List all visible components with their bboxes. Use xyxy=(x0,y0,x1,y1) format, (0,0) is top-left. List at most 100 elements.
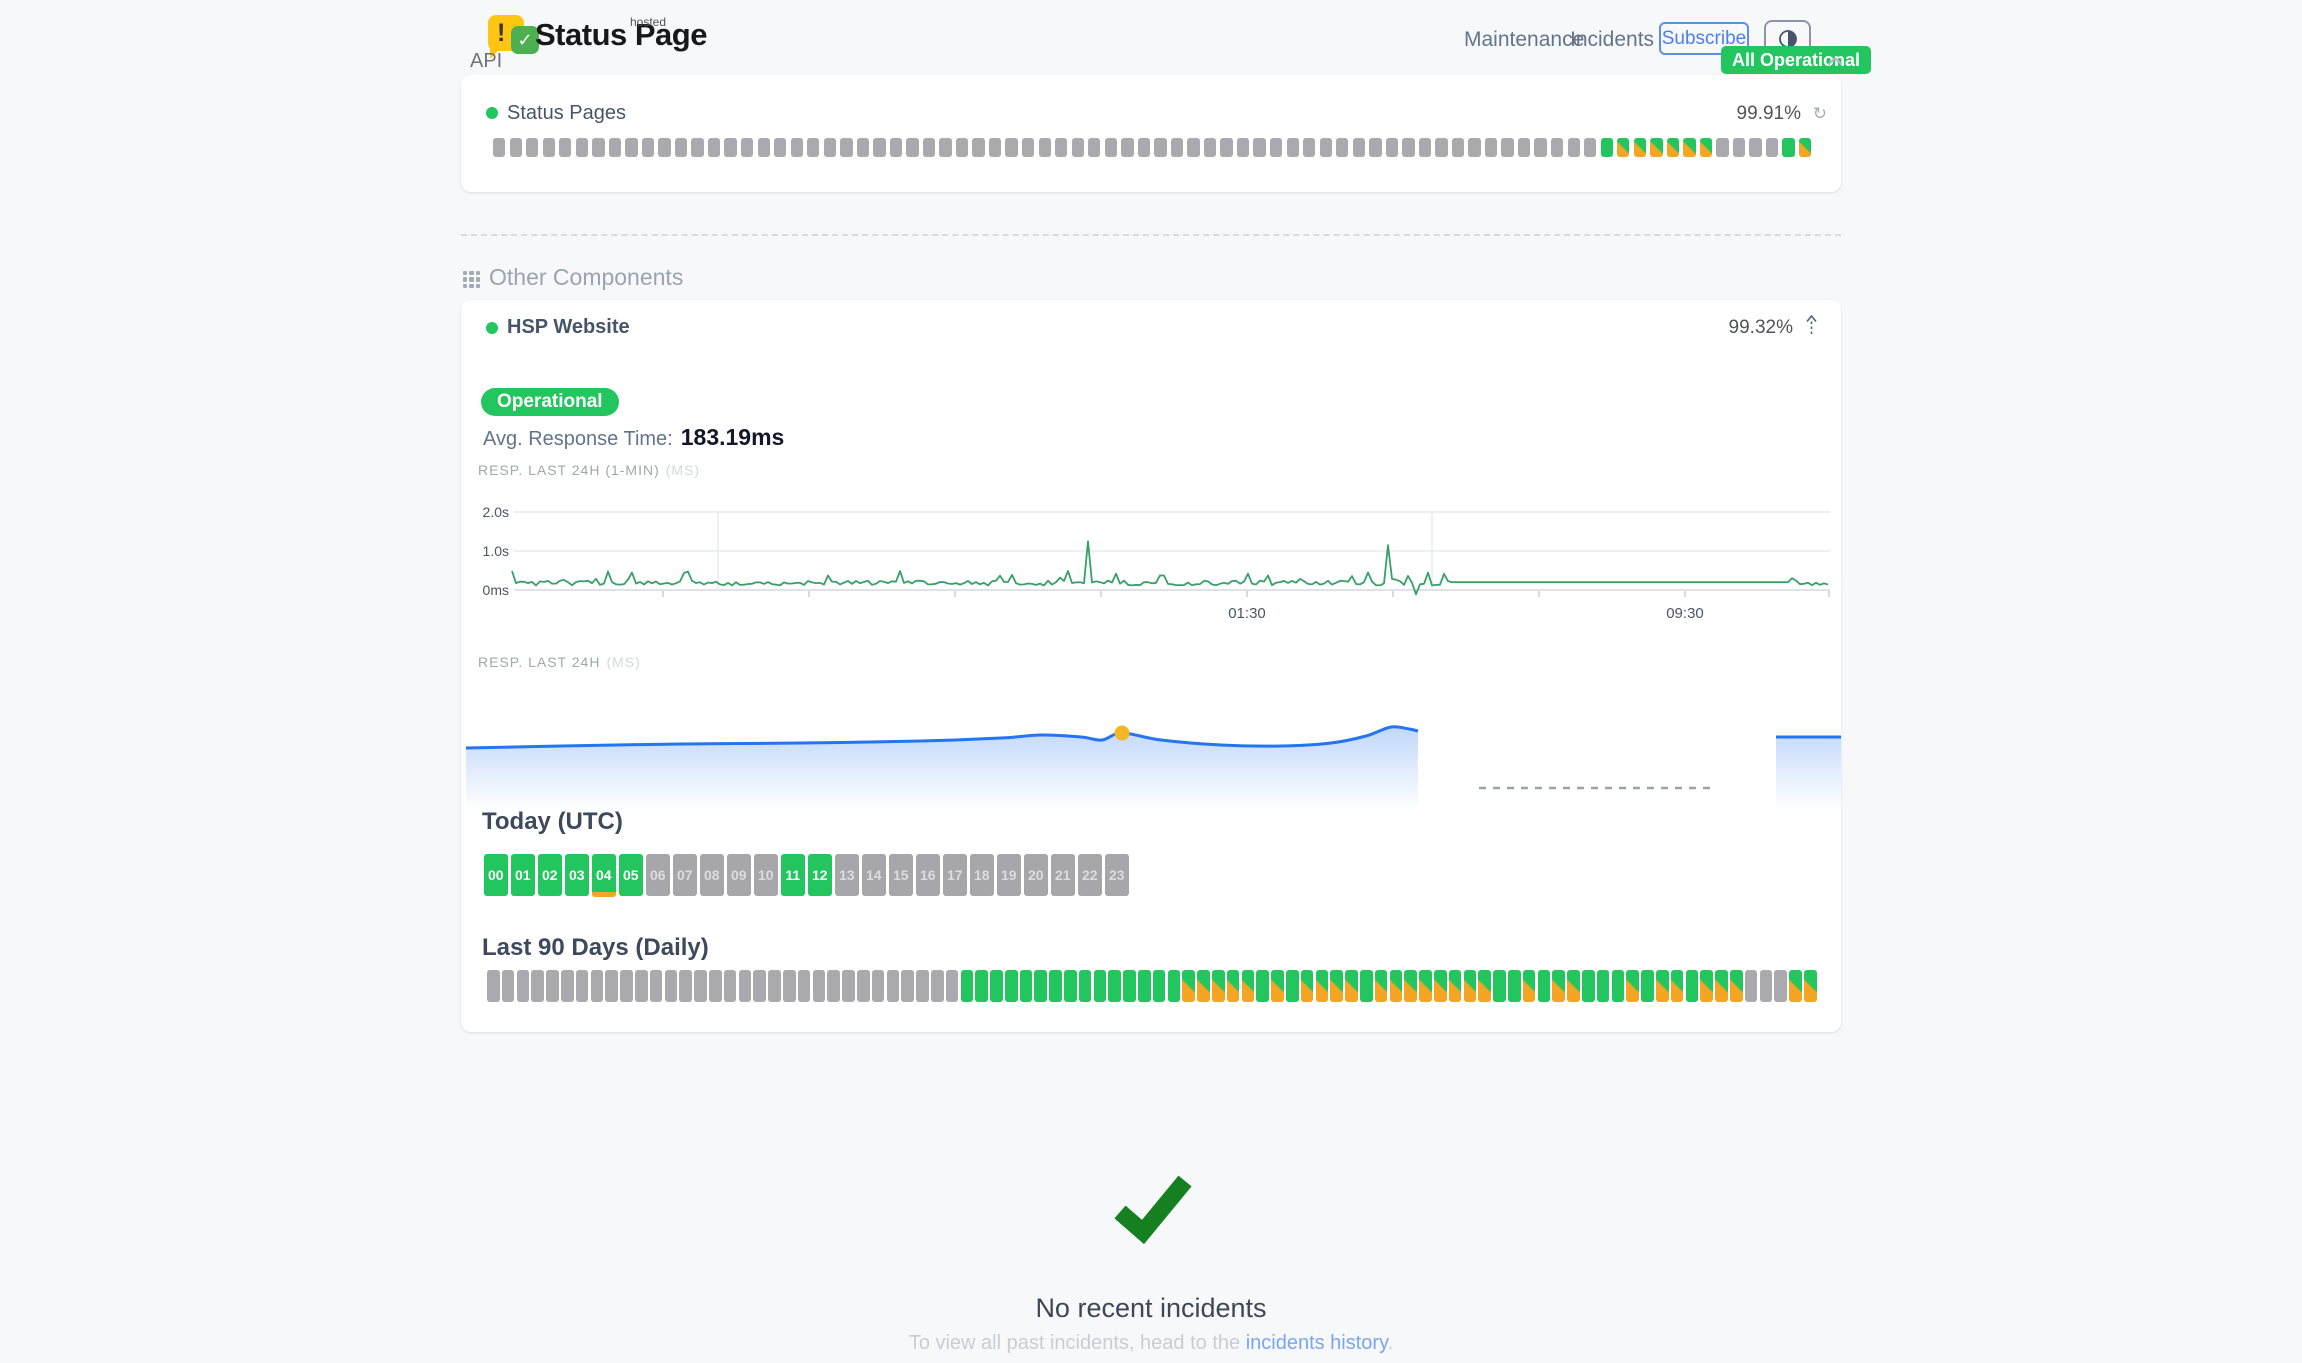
hour-block-03[interactable]: 03 xyxy=(565,854,589,896)
daily-uptime-bar[interactable] xyxy=(842,970,855,1002)
daily-uptime-bar[interactable] xyxy=(1670,970,1684,1002)
daily-uptime-bar[interactable] xyxy=(694,970,707,1002)
uptime-bar[interactable] xyxy=(1798,138,1812,157)
daily-uptime-bar[interactable] xyxy=(1019,970,1033,1002)
uptime-bar[interactable] xyxy=(1038,138,1051,157)
uptime-bar[interactable] xyxy=(526,138,539,157)
hour-block-07[interactable]: 07 xyxy=(673,854,697,896)
daily-uptime-bar[interactable] xyxy=(1522,970,1536,1002)
uptime-bar[interactable] xyxy=(1385,138,1399,157)
uptime-bar[interactable] xyxy=(1765,138,1779,157)
daily-uptime-bar[interactable] xyxy=(1507,970,1521,1002)
uptime-bar[interactable] xyxy=(1600,138,1613,157)
uptime-bar[interactable] xyxy=(1005,138,1018,157)
hour-block-06[interactable]: 06 xyxy=(646,854,670,896)
daily-uptime-bar[interactable] xyxy=(620,970,633,1002)
uptime-bar[interactable] xyxy=(674,138,688,157)
daily-uptime-bar[interactable] xyxy=(782,970,796,1002)
uptime-bar[interactable] xyxy=(1369,138,1382,157)
uptime-bar[interactable] xyxy=(1435,138,1448,157)
daily-uptime-bar[interactable] xyxy=(901,970,914,1002)
uptime-bar[interactable] xyxy=(1782,138,1795,157)
daily-uptime-bar[interactable] xyxy=(886,970,900,1002)
daily-uptime-bar[interactable] xyxy=(1685,970,1699,1002)
uptime-bar[interactable] xyxy=(955,138,969,157)
uptime-bar[interactable] xyxy=(1154,138,1167,157)
daily-uptime-bar[interactable] xyxy=(1330,970,1344,1002)
daily-uptime-bar[interactable] xyxy=(1404,970,1418,1002)
brand-title[interactable]: Status Page xyxy=(535,17,707,52)
daily-uptime-bar[interactable] xyxy=(1286,970,1299,1002)
daily-uptime-bar[interactable] xyxy=(501,970,515,1002)
daily-uptime-bar[interactable] xyxy=(1419,970,1432,1002)
uptime-bar[interactable] xyxy=(1517,138,1531,157)
daily-uptime-bar[interactable] xyxy=(768,970,781,1002)
hour-block-13[interactable]: 13 xyxy=(835,854,859,896)
uptime-bar[interactable] xyxy=(1501,138,1514,157)
daily-uptime-bar[interactable] xyxy=(1493,970,1506,1002)
refresh-icon[interactable]: ↻ xyxy=(1812,104,1827,123)
uptime-bar[interactable] xyxy=(1749,138,1762,157)
daily-uptime-bar[interactable] xyxy=(1271,970,1284,1002)
uptime-bar[interactable] xyxy=(1716,138,1729,157)
daily-uptime-bar[interactable] xyxy=(1182,970,1196,1002)
hour-block-00[interactable]: 00 xyxy=(484,854,508,896)
uptime-bar[interactable] xyxy=(790,138,803,157)
uptime-bar[interactable] xyxy=(1088,138,1101,157)
daily-uptime-bar[interactable] xyxy=(1360,970,1373,1002)
uptime-bar[interactable] xyxy=(658,138,671,157)
uptime-bar[interactable] xyxy=(1170,138,1184,157)
nav-incidents[interactable]: Incidents xyxy=(1570,28,1655,51)
uptime-bar[interactable] xyxy=(1732,138,1746,157)
daily-uptime-bar[interactable] xyxy=(1655,970,1669,1002)
hour-block-22[interactable]: 22 xyxy=(1078,854,1102,896)
uptime-bar[interactable] xyxy=(1121,138,1134,157)
uptime-bar[interactable] xyxy=(1286,138,1299,157)
uptime-bar[interactable] xyxy=(889,138,903,157)
uptime-bar[interactable] xyxy=(1253,138,1266,157)
hour-block-19[interactable]: 19 xyxy=(997,854,1021,896)
daily-uptime-bar[interactable] xyxy=(960,970,974,1002)
daily-uptime-bar[interactable] xyxy=(916,970,929,1002)
uptime-bar[interactable] xyxy=(1203,138,1217,157)
uptime-bar[interactable] xyxy=(1402,138,1415,157)
uptime-bar[interactable] xyxy=(1584,138,1597,157)
uptime-bar[interactable] xyxy=(939,138,952,157)
uptime-bar[interactable] xyxy=(1666,138,1680,157)
uptime-bar[interactable] xyxy=(1220,138,1233,157)
hour-block-21[interactable]: 21 xyxy=(1051,854,1075,896)
uptime-bar[interactable] xyxy=(1484,138,1498,157)
daily-uptime-bar[interactable] xyxy=(1759,970,1773,1002)
daily-uptime-bar[interactable] xyxy=(1729,970,1743,1002)
uptime-bar[interactable] xyxy=(1104,138,1117,157)
daily-uptime-bar[interactable] xyxy=(531,970,544,1002)
daily-uptime-bar[interactable] xyxy=(679,970,692,1002)
daily-uptime-bar[interactable] xyxy=(738,970,752,1002)
uptime-bar[interactable] xyxy=(1319,138,1332,157)
daily-uptime-bar[interactable] xyxy=(1448,970,1462,1002)
uptime-bar[interactable] xyxy=(707,138,721,157)
uptime-bar[interactable] xyxy=(559,138,572,157)
daily-uptime-bar[interactable] xyxy=(664,970,678,1002)
daily-uptime-bar[interactable] xyxy=(1108,970,1122,1002)
uptime-bar[interactable] xyxy=(592,138,605,157)
hour-block-16[interactable]: 16 xyxy=(916,854,940,896)
daily-uptime-bar[interactable] xyxy=(1626,970,1639,1002)
uptime-bar[interactable] xyxy=(542,138,555,157)
hour-block-09[interactable]: 09 xyxy=(727,854,751,896)
daily-uptime-bar[interactable] xyxy=(1197,970,1210,1002)
daily-uptime-bar[interactable] xyxy=(1537,970,1551,1002)
uptime-bar[interactable] xyxy=(840,138,853,157)
uptime-bar[interactable] xyxy=(1352,138,1365,157)
hour-block-23[interactable]: 23 xyxy=(1105,854,1129,896)
daily-uptime-bar[interactable] xyxy=(930,970,944,1002)
uptime-bar[interactable] xyxy=(1468,138,1481,157)
daily-uptime-bar[interactable] xyxy=(1611,970,1625,1002)
uptime-bar[interactable] xyxy=(1269,138,1283,157)
daily-uptime-bar[interactable] xyxy=(1596,970,1610,1002)
daily-uptime-bar[interactable] xyxy=(1478,970,1491,1002)
daily-uptime-bar[interactable] xyxy=(990,970,1003,1002)
daily-uptime-bar[interactable] xyxy=(634,970,648,1002)
hour-block-10[interactable]: 10 xyxy=(754,854,778,896)
hour-block-15[interactable]: 15 xyxy=(889,854,913,896)
